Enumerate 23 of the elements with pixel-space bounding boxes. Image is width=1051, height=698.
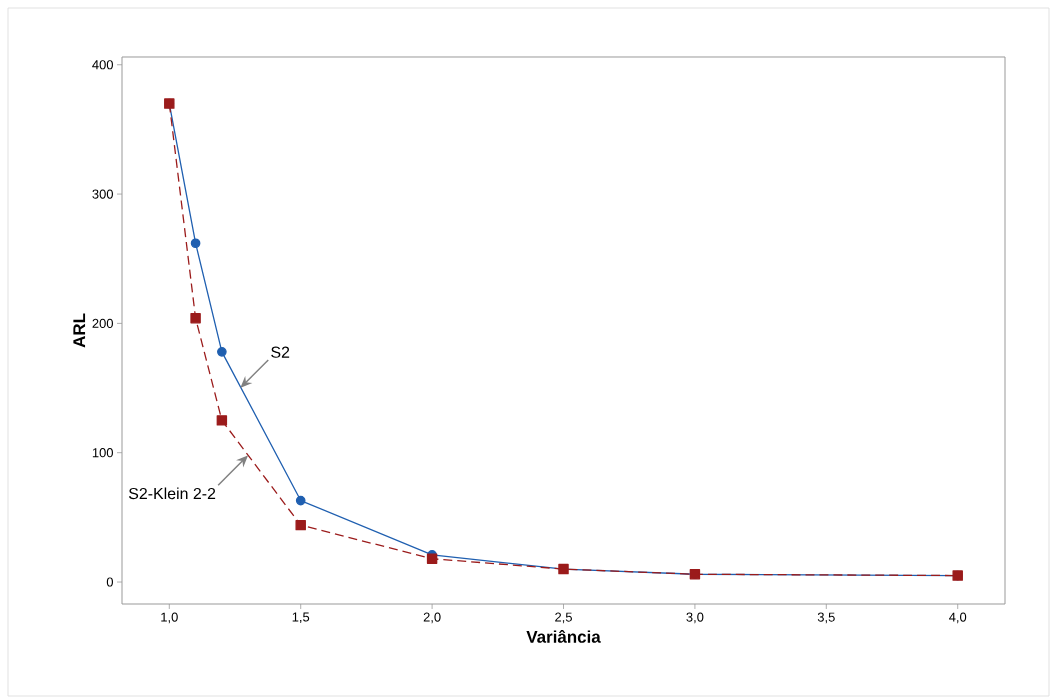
x-tick-label: 1,5 (292, 612, 310, 624)
point (190, 238, 201, 249)
y-tick-label: 100 (92, 448, 113, 458)
y-tick-label: 200 (92, 318, 113, 328)
x-tick-label: 1,0 (161, 612, 178, 624)
y-tick-label: 300 (92, 189, 113, 199)
x-tick-label: 3,0 (686, 612, 704, 624)
x-tick-label: 3,5 (817, 612, 835, 624)
x-axis-title: Variância (526, 630, 601, 643)
point (295, 519, 306, 531)
x-tick-label: 4,0 (949, 612, 967, 624)
annotation: S2-Klein 2-2 (128, 487, 216, 500)
annotation: S2 (271, 346, 290, 358)
y-axis-title: ARL (73, 313, 86, 348)
y-tick-label: 0 (106, 577, 113, 587)
x-tick-label: 2,0 (423, 612, 441, 624)
y-tick-label: 400 (92, 60, 113, 70)
point (295, 495, 306, 506)
point (216, 415, 228, 426)
point (217, 347, 227, 357)
point (426, 553, 438, 564)
x-tick-label: 2,5 (555, 612, 572, 624)
point (190, 312, 201, 324)
